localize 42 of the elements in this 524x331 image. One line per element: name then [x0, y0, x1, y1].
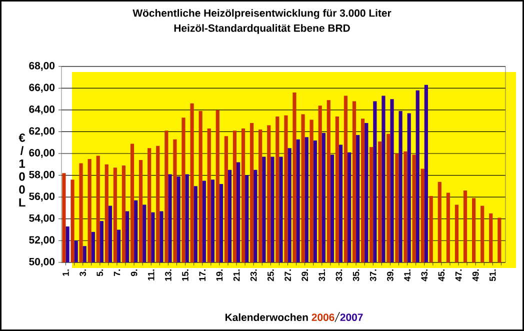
x-tick-label: 3.: [80, 270, 86, 276]
y-tick-label: 62,00: [29, 127, 55, 136]
x-axis-title: Kalenderwochen: [225, 313, 308, 322]
x-tick-label: 9.: [130, 270, 138, 276]
x-tick-label: 19.: [216, 270, 223, 281]
x-tick-label: 49.: [472, 270, 479, 282]
y-tick-label: 64,00: [29, 106, 55, 114]
y-tick-label: 56,00: [29, 192, 55, 202]
text: 2006: [312, 314, 334, 322]
x-tick-label: 15.: [182, 270, 188, 281]
x-tick-label: 17.: [199, 270, 206, 281]
x-tick-label: 37.: [370, 270, 376, 282]
y-tick-label: 60,00: [29, 149, 55, 158]
x-tick-label: 35.: [352, 270, 360, 282]
y-tick-label: 50,00: [29, 258, 55, 267]
x-tick-label: 11.: [148, 270, 154, 280]
chart-title: Wöchentliche Heizölpreisentwicklung für 3.000 Liter: [132, 9, 392, 19]
x-tick-label: 47.: [455, 270, 462, 282]
y-tick-label: 54,00: [29, 214, 55, 224]
x-tick-label: 29.: [302, 270, 308, 282]
x-tick-label: 43.: [421, 270, 428, 282]
x-tick-label: 25.: [267, 270, 274, 282]
x-tick-label: 41.: [404, 270, 410, 282]
x-tick-label: 21.: [233, 270, 240, 282]
y-tick-label: 52,00: [29, 236, 55, 246]
x-tick-label: 27.: [284, 270, 291, 282]
y-tick-label: 66,00: [29, 84, 55, 93]
text: 2007: [340, 314, 363, 322]
x-tick-label: 1.: [62, 270, 69, 276]
x-tick-label: 45.: [438, 270, 445, 282]
x-tick-label: 51.: [490, 270, 496, 282]
x-tick-label: 31.: [318, 270, 326, 282]
x-tick-label: 23.: [250, 270, 257, 282]
y-tick-label: 68,00: [29, 62, 55, 71]
x-tick-label: 33.: [336, 270, 342, 282]
y-tick-label: 58,00: [29, 170, 55, 180]
chart-subtitle: Heizöl-Standardqualität Ebene BRD: [174, 24, 350, 34]
x-tick-label: 7.: [114, 270, 120, 276]
x-tick-label: 5.: [96, 270, 104, 276]
y-axis-title: € / 1 0 0 L: [18, 133, 26, 207]
x-tick-label: 13.: [165, 270, 172, 281]
x-tick-label: 39.: [387, 270, 394, 282]
